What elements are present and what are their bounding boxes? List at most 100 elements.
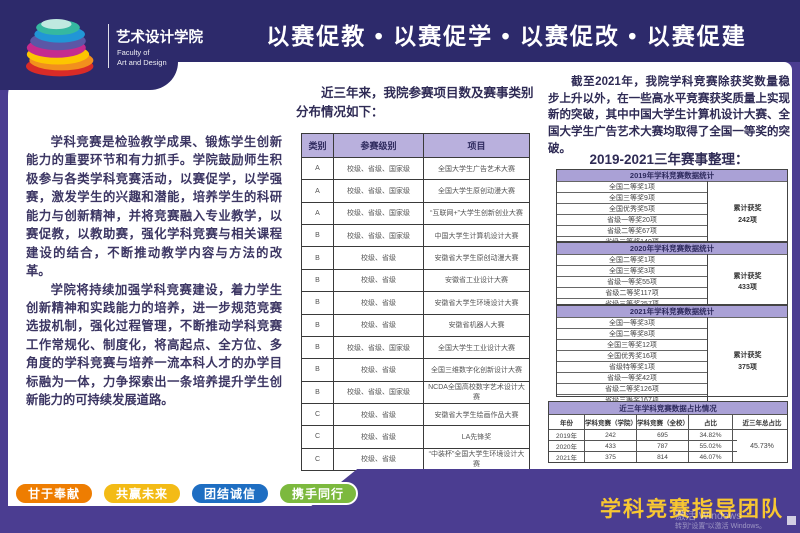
footer-badge: 共赢未来 (102, 482, 183, 505)
stats-table-2021-title: 2021年学科竞赛数据统计 (557, 306, 787, 317)
cell-year: 2021年 (549, 452, 585, 462)
award-row: 省级二等奖126项 (557, 383, 707, 394)
cell-year: 2019年 (549, 430, 585, 440)
ratio-table: 近三年学科竞赛数据占比情况 年份 学科竞赛（学院） 学科竞赛（全校） 占比 20… (548, 401, 788, 463)
cell-category: C (302, 426, 334, 448)
award-row: 省级特等奖1项 (557, 361, 707, 372)
cell-category: B (302, 336, 334, 359)
category-table-row: C 校级、省级 LA先锋奖 (302, 425, 529, 448)
cell-project: 全国大学生广告艺术大赛 (438, 165, 515, 173)
award-row: 省级三等奖257项 (557, 298, 707, 309)
cell-year: 2020年 (549, 441, 585, 451)
cell-project: LA先锋奖 (461, 433, 492, 441)
category-table-row: B 校级、省级 安徽省大学生原创动漫大赛 (302, 246, 529, 269)
banner-title: 以赛促教 • 以赛促学 • 以赛促改 • 以赛促建 (266, 23, 747, 49)
cell-project: 安徽省大学生绘画作品大赛 (434, 411, 519, 419)
ratio-table-header: 年份 学科竞赛（学院） 学科竞赛（全校） 占比 (549, 414, 737, 429)
cell-percent: 46.07% (689, 452, 733, 462)
category-table-header: 类别 参赛级别 项目 (302, 134, 529, 157)
total-awards-2021: 累计获奖 375项 (708, 317, 787, 405)
award-row: 省级二等奖67项 (557, 225, 707, 236)
cell-project: 安徽省大学生环境设计大赛 (434, 299, 519, 307)
ratio-col-percent: 占比 (689, 415, 733, 429)
total-value: 375项 (738, 363, 757, 371)
award-row: 全国三等奖9项 (557, 192, 707, 203)
award-row: 全国优秀奖5项 (557, 203, 707, 214)
logo-en-line1: Faculty of (117, 48, 150, 57)
cell-category: B (302, 269, 334, 292)
footer-badge: 携手同行 (278, 482, 359, 505)
logo-en-line2: Art and Design (117, 58, 167, 68)
watermark-line2: 转到“设置”以激活 Windows。 (674, 523, 766, 531)
category-table-row: C 校级、省级 “中装杯”全国大学生环境设计大赛 (302, 447, 529, 471)
ratio-col-year: 年份 (549, 415, 585, 429)
stats-table-2020: 2020年学科竞赛数据统计 全国二等奖1项 全国三等奖3项 省级一等奖55项 省级二等… (556, 242, 788, 309)
cell-project: “中装杯”全国大学生环境设计大赛 (428, 451, 525, 469)
cell-level: 校级、省级 (334, 292, 424, 314)
logo-block: 艺术设计学院 Faculty of Art and Design (0, 0, 203, 90)
award-row: 全国二等奖1项 (557, 181, 707, 192)
cell-project: 全国大学生原创动漫大赛 (438, 188, 515, 196)
cell-category: B (302, 247, 334, 269)
category-table-row: A 校级、省级、国家级 全国大学生原创动漫大赛 (302, 179, 529, 202)
cell-project: 全国三维数字化创新设计大赛 (431, 366, 522, 374)
category-table-row: B 校级、省级 安徽省机器人大赛 (302, 313, 529, 336)
award-row: 省级一等奖42项 (557, 372, 707, 383)
category-table-row: B 校级、省级 安徽省大学生环境设计大赛 (302, 291, 529, 314)
cell-category: B (302, 225, 334, 247)
footer-badge-label: 共赢未来 (116, 487, 169, 501)
footer-badge-label: 携手同行 (292, 487, 345, 501)
cell-school-count: 695 (637, 430, 689, 440)
cell-college-count: 242 (585, 430, 637, 440)
cell-level: 校级、省级、国家级 (334, 225, 424, 247)
windows-activation-watermark: 激活 Windows 转到“设置”以激活 Windows。 (675, 510, 766, 532)
footer-badge-label: 团结诚信 (204, 487, 257, 501)
cell-project: 安徽省机器人大赛 (448, 322, 505, 330)
cell-category: A (302, 158, 334, 180)
award-row: 省级三等奖167项 (557, 394, 707, 405)
footer-right-shape: 学科竞赛指导团队 (308, 469, 800, 533)
cell-category: C (302, 448, 334, 471)
watermark-box (787, 516, 796, 525)
cell-level: 校级、省级、国家级 (334, 158, 424, 180)
cell-level: 校级、省级 (334, 403, 424, 426)
total-value: 433项 (738, 284, 757, 291)
cell-level: 校级、省级 (334, 269, 424, 292)
competition-category-table: 类别 参赛级别 项目 A 校级、省级、国家级 全国大学生广告艺术大赛 A 校级、… (301, 133, 530, 471)
cell-category: B (302, 292, 334, 314)
ratio-table-row: 2020年 433 787 55.02% (549, 440, 737, 451)
cell-level: 校级、省级 (334, 448, 424, 471)
logo-name-en: Faculty of Art and Design (117, 48, 167, 68)
cell-level: 校级、省级 (334, 426, 424, 448)
award-row: 省级一等奖20项 (557, 214, 707, 225)
cell-category: A (302, 180, 334, 202)
award-row: 全国三等奖12项 (557, 339, 707, 350)
total-label: 累计获奖 (733, 272, 762, 280)
award-row: 省级二等奖117项 (557, 287, 707, 298)
award-row: 全国优秀奖16项 (557, 350, 707, 361)
footer-title: 学科竞赛指导团队 (600, 498, 784, 521)
logo-name-cn: 艺术设计学院 (116, 30, 203, 46)
logo-separator (108, 24, 109, 68)
cell-category: B (302, 381, 334, 403)
left-paragraph-1: 学科竞赛是检验教学成果、锻炼学生创新能力的重要环节和有力抓手。学院鼓励师生积极参… (26, 135, 282, 279)
ratio-total-value: 45.73% (737, 429, 787, 462)
award-row: 全国二等奖8项 (557, 328, 707, 339)
right-intro-text: 截至2021年，我院学科竞赛除获奖数量稳步上升以外，在一些高水平竞赛获奖质量上实… (548, 76, 790, 155)
cell-project: 中国大学生计算机设计大赛 (434, 232, 519, 240)
cell-category: C (302, 403, 334, 426)
ratio-table-title: 近三年学科竞赛数据占比情况 (549, 402, 787, 414)
cell-project: NCDA全国高校数字艺术设计大赛 (428, 384, 525, 402)
award-row: 全国三等奖3项 (557, 265, 707, 276)
cell-level: 校级、省级 (334, 247, 424, 269)
cell-level: 校级、省级、国家级 (334, 336, 424, 359)
cell-school-count: 787 (637, 441, 689, 451)
cell-level: 校级、省级、国家级 (334, 381, 424, 403)
category-table-row: A 校级、省级、国家级 “互联网+”大学生创新创业大赛 (302, 201, 529, 225)
middle-intro-text: 近三年来，我院参赛项目数及赛事类别分布情况如下： (296, 86, 534, 119)
cell-level: 校级、省级 (334, 359, 424, 381)
category-table-row: B 校级、省级、国家级 中国大学生计算机设计大赛 (302, 224, 529, 247)
col-header-level: 参赛级别 (334, 134, 424, 157)
cell-school-count: 814 (637, 452, 689, 462)
